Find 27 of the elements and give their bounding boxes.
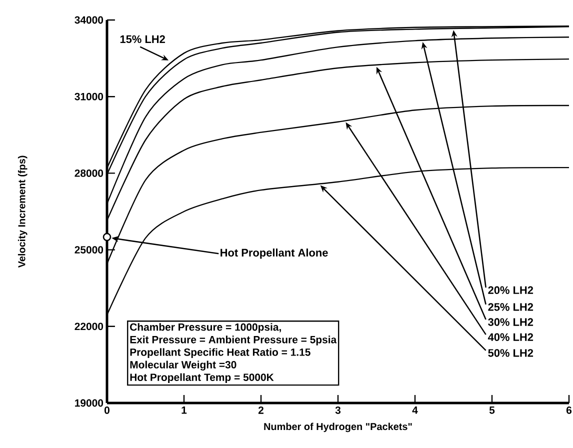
y-tick-label: 25000 bbox=[74, 246, 104, 254]
y-tick-label: 28000 bbox=[74, 170, 104, 177]
annotation: Chamber Pressure = 1000psia, bbox=[130, 323, 281, 333]
annotation: Exit Pressure = Ambient Pressure = 5psia bbox=[130, 336, 337, 346]
x-tick-label: 0 bbox=[104, 406, 110, 414]
x-axis-title: Number of Hydrogen "Packets" bbox=[264, 422, 412, 432]
text: 50% LH2 bbox=[488, 349, 534, 357]
y-tick-label: 19000 bbox=[75, 399, 104, 407]
x-tick-label: 1 bbox=[182, 406, 187, 414]
y-axis-title: Velocity Increment (fps) bbox=[18, 156, 28, 268]
annotation: Molecular Weight =30 bbox=[130, 360, 236, 371]
annotation: Propellant Specific Heat Ratio = 1.15 bbox=[130, 348, 310, 358]
text: 25% LH2 bbox=[488, 303, 534, 311]
series-label: 15% LH2 bbox=[120, 35, 165, 44]
y-tick-label: 34000 bbox=[74, 16, 104, 24]
x-tick-label: 4 bbox=[412, 406, 418, 414]
text: 40% LH2 bbox=[488, 333, 534, 342]
text: 30% LH2 bbox=[488, 318, 534, 326]
annotation: Hot Propellant Temp = 5000K bbox=[130, 373, 274, 384]
y-tick-label: 22000 bbox=[74, 322, 104, 330]
x-tick-label: 3 bbox=[335, 406, 341, 414]
x-tick-label: 2 bbox=[258, 406, 264, 414]
text: 20% LH2 bbox=[488, 286, 534, 294]
x-tick-label: 6 bbox=[566, 406, 572, 414]
y-tick-label: 31000 bbox=[74, 92, 104, 100]
annotation: Hot Propellant Alone bbox=[220, 248, 328, 259]
x-tick-label: 5 bbox=[489, 406, 495, 414]
